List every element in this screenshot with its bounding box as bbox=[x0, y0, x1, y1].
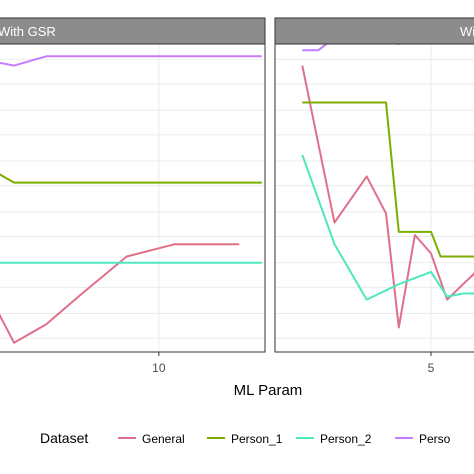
panel-2-strip-label: Wi bbox=[460, 24, 474, 39]
panel-1-strip bbox=[0, 17, 266, 45]
panel-with-gsr: With GSR 10 bbox=[0, 17, 266, 375]
series-line-general bbox=[0, 243, 240, 344]
panel-1-background bbox=[0, 44, 265, 352]
panel-1-series bbox=[0, 55, 262, 344]
legend-title: Dataset bbox=[40, 430, 88, 446]
series-line-person-2 bbox=[301, 154, 474, 301]
series-line-person-3 bbox=[0, 55, 262, 67]
panel-without-gsr: Wi 5 bbox=[274, 17, 474, 375]
panel-1-strip-label: With GSR bbox=[0, 24, 56, 39]
legend-label-3: Perso bbox=[419, 432, 451, 446]
panel-1-grid bbox=[0, 44, 265, 352]
legend: Dataset General Person_1 Person_2 Perso bbox=[40, 430, 451, 446]
panel-2-grid bbox=[275, 44, 474, 352]
series-line-person-1 bbox=[0, 173, 262, 184]
series-line-person-1 bbox=[302, 101, 474, 258]
panel-2-x-ticks: 5 bbox=[428, 352, 435, 375]
legend-label-0: General bbox=[142, 432, 185, 446]
legend-items: General Person_1 Person_2 Perso bbox=[118, 432, 451, 446]
x-tick-label-0: 10 bbox=[152, 361, 166, 375]
legend-label-2: Person_2 bbox=[320, 432, 372, 446]
panel-2-background bbox=[275, 44, 474, 352]
x-axis-title: ML Param bbox=[234, 382, 303, 399]
panel-2-strip bbox=[274, 17, 474, 45]
x-tick-label-0: 5 bbox=[428, 361, 435, 375]
panel-1-x-ticks: 10 bbox=[152, 352, 166, 375]
legend-label-1: Person_1 bbox=[231, 432, 283, 446]
